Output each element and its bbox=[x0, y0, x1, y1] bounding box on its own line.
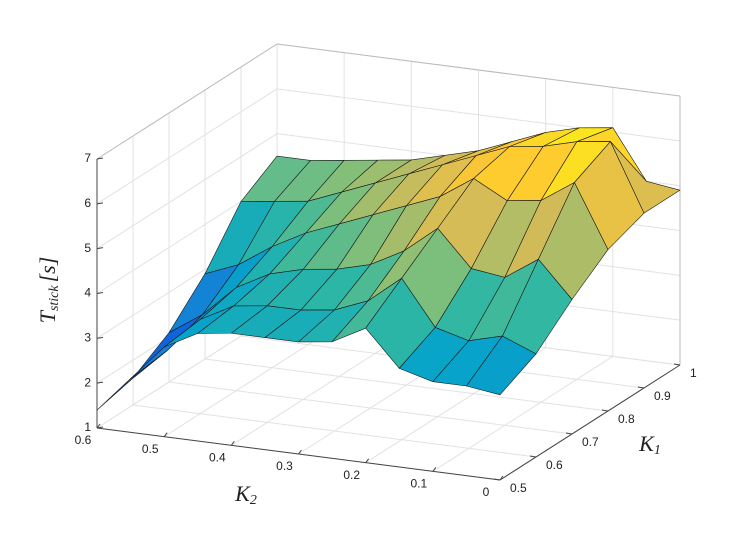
z-tick-label: 6 bbox=[84, 196, 91, 210]
grid-line bbox=[96, 88, 278, 205]
y-tick bbox=[601, 409, 609, 412]
z-tick bbox=[96, 381, 104, 384]
y-tick bbox=[565, 432, 573, 435]
grid-line bbox=[96, 133, 278, 250]
x-tick-label: 0.1 bbox=[410, 477, 427, 491]
y-tick bbox=[529, 455, 537, 458]
y-tick bbox=[493, 478, 501, 481]
z-tick bbox=[96, 202, 104, 205]
x-tick-label: 0.2 bbox=[343, 468, 360, 482]
grid-line bbox=[168, 381, 573, 435]
box-edge bbox=[96, 43, 278, 160]
y-tick-label: 1 bbox=[690, 366, 697, 380]
x-tick bbox=[96, 423, 101, 429]
x-axis-title: K2 bbox=[234, 481, 257, 508]
x-axis-title-main: K bbox=[234, 481, 251, 506]
x-tick-label: 0.6 bbox=[75, 433, 92, 447]
x-tick bbox=[230, 441, 235, 446]
y-tick bbox=[673, 363, 681, 366]
y-tick-label: 0.5 bbox=[510, 481, 527, 495]
x-tick bbox=[432, 467, 437, 472]
tick-labels: 1 2 3 4 5 6 7 0 0.1 0.2 0.3 0.4 0.5 0.6 0.5 0.6 0.7 0.8 0.… bbox=[75, 151, 697, 499]
surface bbox=[96, 127, 681, 411]
y-axis-title: K1 bbox=[638, 431, 661, 458]
surface-patch bbox=[466, 335, 537, 396]
x-tick bbox=[163, 432, 168, 437]
z-axis-title-sub: stick bbox=[47, 285, 62, 311]
box-edge bbox=[276, 43, 681, 97]
axis-line bbox=[499, 364, 681, 481]
y-tick-label: 0.8 bbox=[618, 412, 635, 426]
z-tick-label: 3 bbox=[84, 331, 91, 345]
x-tick-label: 0 bbox=[483, 485, 490, 499]
x-tick-label: 0.3 bbox=[276, 459, 293, 473]
z-tick bbox=[96, 336, 104, 339]
x-tick bbox=[298, 449, 302, 455]
z-tick bbox=[96, 426, 104, 429]
y-tick-label: 0.9 bbox=[654, 389, 671, 403]
z-tick bbox=[96, 157, 104, 160]
x-tick bbox=[365, 458, 370, 463]
surface-patch bbox=[96, 350, 167, 411]
z-tick-label: 4 bbox=[84, 286, 91, 300]
grid-line bbox=[132, 404, 537, 458]
y-axis-title-main: K bbox=[638, 431, 655, 456]
z-tick bbox=[96, 292, 104, 294]
y-tick-label: 0.6 bbox=[546, 458, 563, 472]
z-tick-label: 1 bbox=[84, 420, 91, 434]
z-tick-label: 2 bbox=[84, 375, 91, 389]
y-axis-title-sub: 1 bbox=[654, 443, 661, 458]
x-tick-label: 0.4 bbox=[209, 451, 226, 465]
x-axis-title-sub: 2 bbox=[250, 493, 257, 508]
x-tick bbox=[499, 475, 504, 481]
z-tick-label: 5 bbox=[84, 241, 91, 255]
axes-grid bbox=[96, 43, 681, 481]
z-axis-title-main: T bbox=[35, 309, 60, 323]
grid-line bbox=[432, 355, 614, 472]
x-tick-label: 0.5 bbox=[142, 442, 159, 456]
z-axis-title-unit: [s] bbox=[35, 257, 60, 283]
y-tick-label: 0.7 bbox=[582, 435, 599, 449]
z-axis-title: Tstick [s] bbox=[35, 257, 62, 324]
z-tick-label: 7 bbox=[84, 151, 91, 165]
y-tick bbox=[637, 386, 645, 389]
z-tick bbox=[96, 247, 104, 250]
grid-line bbox=[231, 329, 412, 446]
grid-line bbox=[204, 358, 609, 412]
